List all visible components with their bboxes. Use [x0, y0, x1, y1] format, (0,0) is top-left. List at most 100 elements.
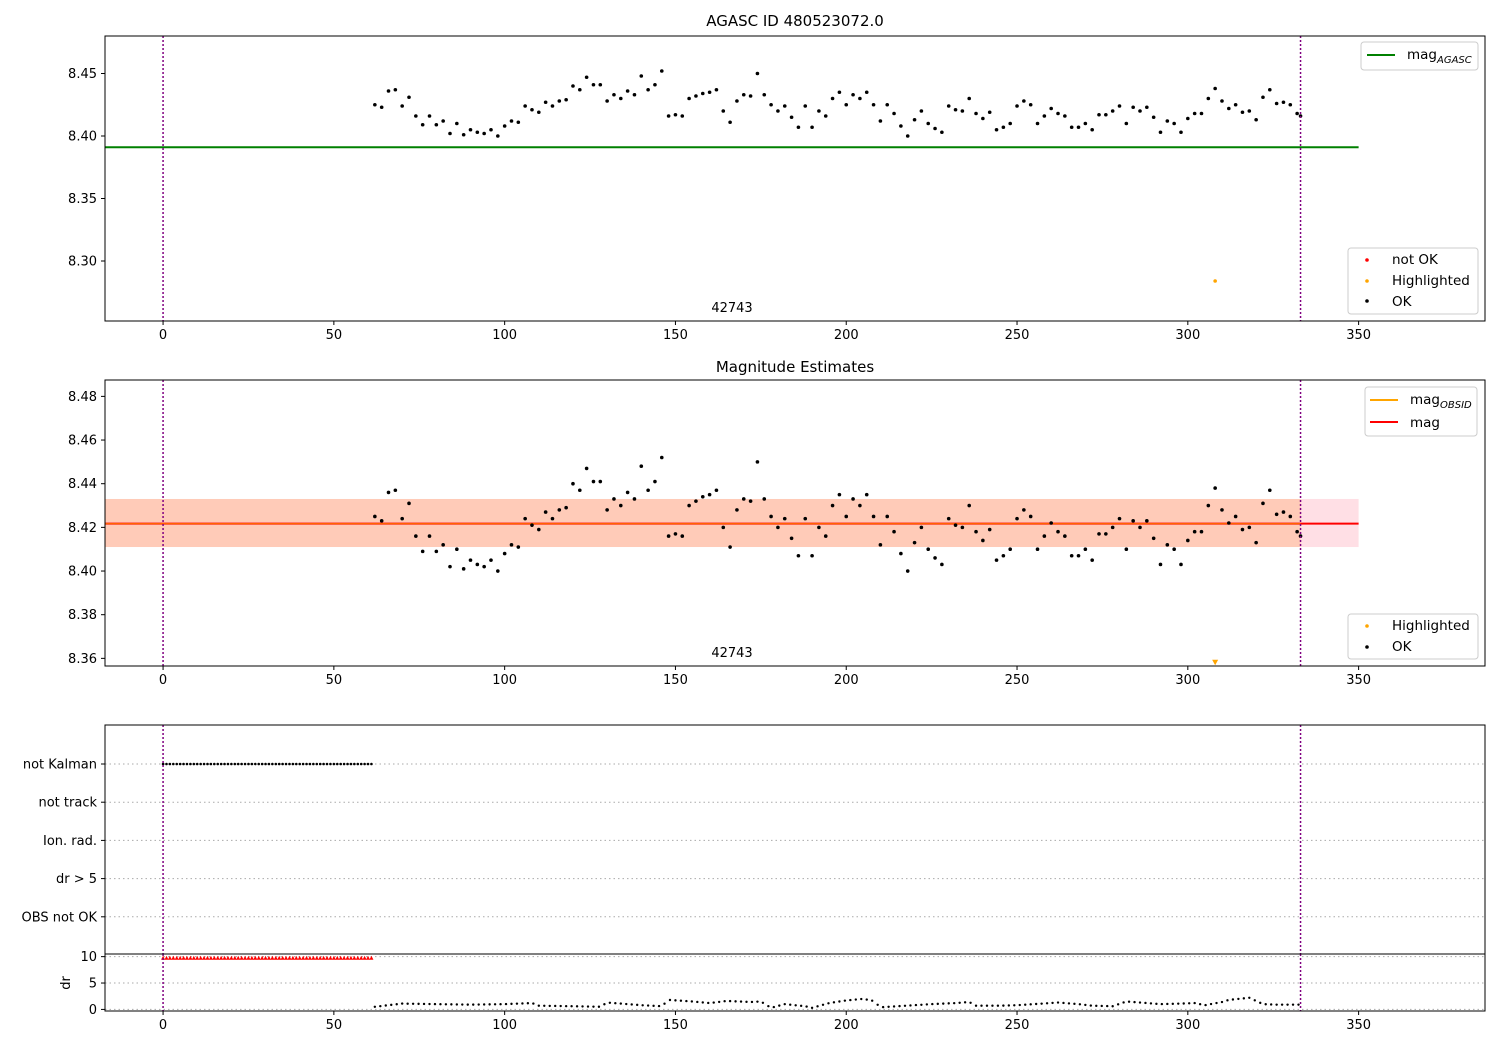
dr-point	[1024, 1003, 1027, 1006]
ok-point	[516, 545, 521, 549]
dr-point	[1280, 1003, 1284, 1006]
dr-point	[767, 1004, 770, 1008]
ok-point	[523, 516, 527, 521]
dr-point	[679, 999, 683, 1002]
dr-point	[504, 1002, 508, 1006]
dr-point	[717, 1000, 721, 1004]
dr-point	[1193, 1001, 1196, 1005]
dr-point	[707, 1001, 710, 1005]
dr-point	[548, 1004, 551, 1008]
ok-point	[379, 105, 384, 110]
ok-point	[1206, 96, 1211, 101]
x-tick-label: 0	[159, 1018, 167, 1033]
dr-point	[641, 1004, 644, 1007]
dr-point	[1078, 1003, 1082, 1006]
x-tick-label: 350	[1346, 673, 1371, 688]
ok-point	[1138, 109, 1142, 113]
dr-point	[1269, 1003, 1273, 1006]
dr-point	[870, 999, 874, 1002]
ok-point	[1056, 111, 1060, 116]
ok-point	[1165, 543, 1170, 547]
dr-point	[450, 1003, 453, 1006]
dr-point	[1187, 1002, 1191, 1005]
flag-point	[267, 762, 271, 766]
dr-point	[1095, 1004, 1098, 1008]
dr-clipped-marker	[191, 955, 196, 960]
ok-point	[1069, 125, 1074, 130]
dr-clipped-marker	[284, 955, 289, 960]
ok-point	[468, 558, 473, 562]
dr-point	[597, 1005, 601, 1008]
x-tick-label: 200	[834, 1018, 859, 1033]
panel-2-frame	[104, 379, 1486, 667]
ok-point	[1199, 529, 1204, 534]
ok-point	[571, 481, 575, 486]
ok-point	[885, 514, 890, 519]
x-tick-label: 150	[663, 1018, 688, 1033]
x-tick-label: 50	[326, 328, 343, 343]
panel-magnitude-estimates: Magnitude Estimates 0 50 100 150 200 250 300 35…	[68, 358, 1486, 688]
dr-point	[575, 1005, 579, 1008]
dr-point	[1209, 1002, 1213, 1006]
dr-point	[925, 1003, 929, 1006]
dr-point	[554, 1004, 557, 1008]
dr-point	[750, 1000, 754, 1004]
ok-point	[659, 69, 664, 73]
dr-point	[723, 1000, 726, 1003]
ok-point	[1295, 529, 1299, 534]
ok-point	[516, 120, 521, 125]
ok-point	[810, 125, 814, 130]
ok-point	[694, 499, 698, 503]
ok-point	[1179, 562, 1183, 567]
ok-point	[796, 553, 801, 558]
flag-point	[260, 762, 264, 766]
ok-point	[414, 534, 418, 538]
ok-point	[461, 132, 466, 137]
dr-point	[1122, 1001, 1125, 1004]
dr-clipped-marker	[249, 955, 254, 960]
flag-point	[172, 762, 175, 766]
dr-point	[1034, 1002, 1038, 1006]
dr-point	[472, 1003, 475, 1006]
dr-clipped-marker	[342, 955, 347, 960]
ok-point	[1274, 512, 1279, 517]
dr-clipped-marker	[307, 955, 312, 960]
dr-clipped-marker	[171, 955, 176, 960]
ok-point	[858, 503, 862, 508]
flag-point	[342, 762, 346, 766]
ok-point	[974, 111, 978, 116]
ok-point	[741, 497, 746, 501]
dr-point	[805, 1005, 808, 1008]
x-tick-label: 0	[159, 328, 167, 343]
flag-point	[305, 762, 308, 766]
dr-point	[1144, 1001, 1147, 1005]
ok-point	[1076, 553, 1081, 558]
ok-point	[1158, 130, 1163, 135]
ok-point	[755, 460, 760, 464]
ok-point	[1179, 130, 1183, 135]
dr-point	[810, 1006, 814, 1010]
flag-point	[240, 762, 243, 766]
panel-1-obsid-annotation: 42743	[711, 301, 752, 316]
dr-point	[384, 1004, 387, 1007]
ok-point	[946, 104, 951, 108]
ok-point	[1240, 110, 1245, 115]
dr-point	[881, 1005, 885, 1009]
flag-point	[366, 762, 370, 766]
ok-point	[1015, 516, 1019, 521]
ok-point	[1233, 514, 1238, 519]
ok-point	[953, 523, 958, 527]
ok-point	[605, 508, 609, 512]
ok-point	[967, 503, 972, 508]
dr-point	[849, 998, 852, 1002]
flag-point	[288, 762, 291, 766]
ok-point	[769, 102, 773, 107]
dr-clipped-marker	[335, 955, 340, 960]
flag-point	[339, 762, 342, 766]
ok-point	[618, 96, 623, 101]
ok-point	[892, 529, 896, 534]
flag-point	[253, 762, 257, 766]
ok-point	[830, 96, 835, 101]
dr-point	[614, 1001, 617, 1005]
panel-1-legend-lines: magAGASC	[1360, 41, 1479, 71]
